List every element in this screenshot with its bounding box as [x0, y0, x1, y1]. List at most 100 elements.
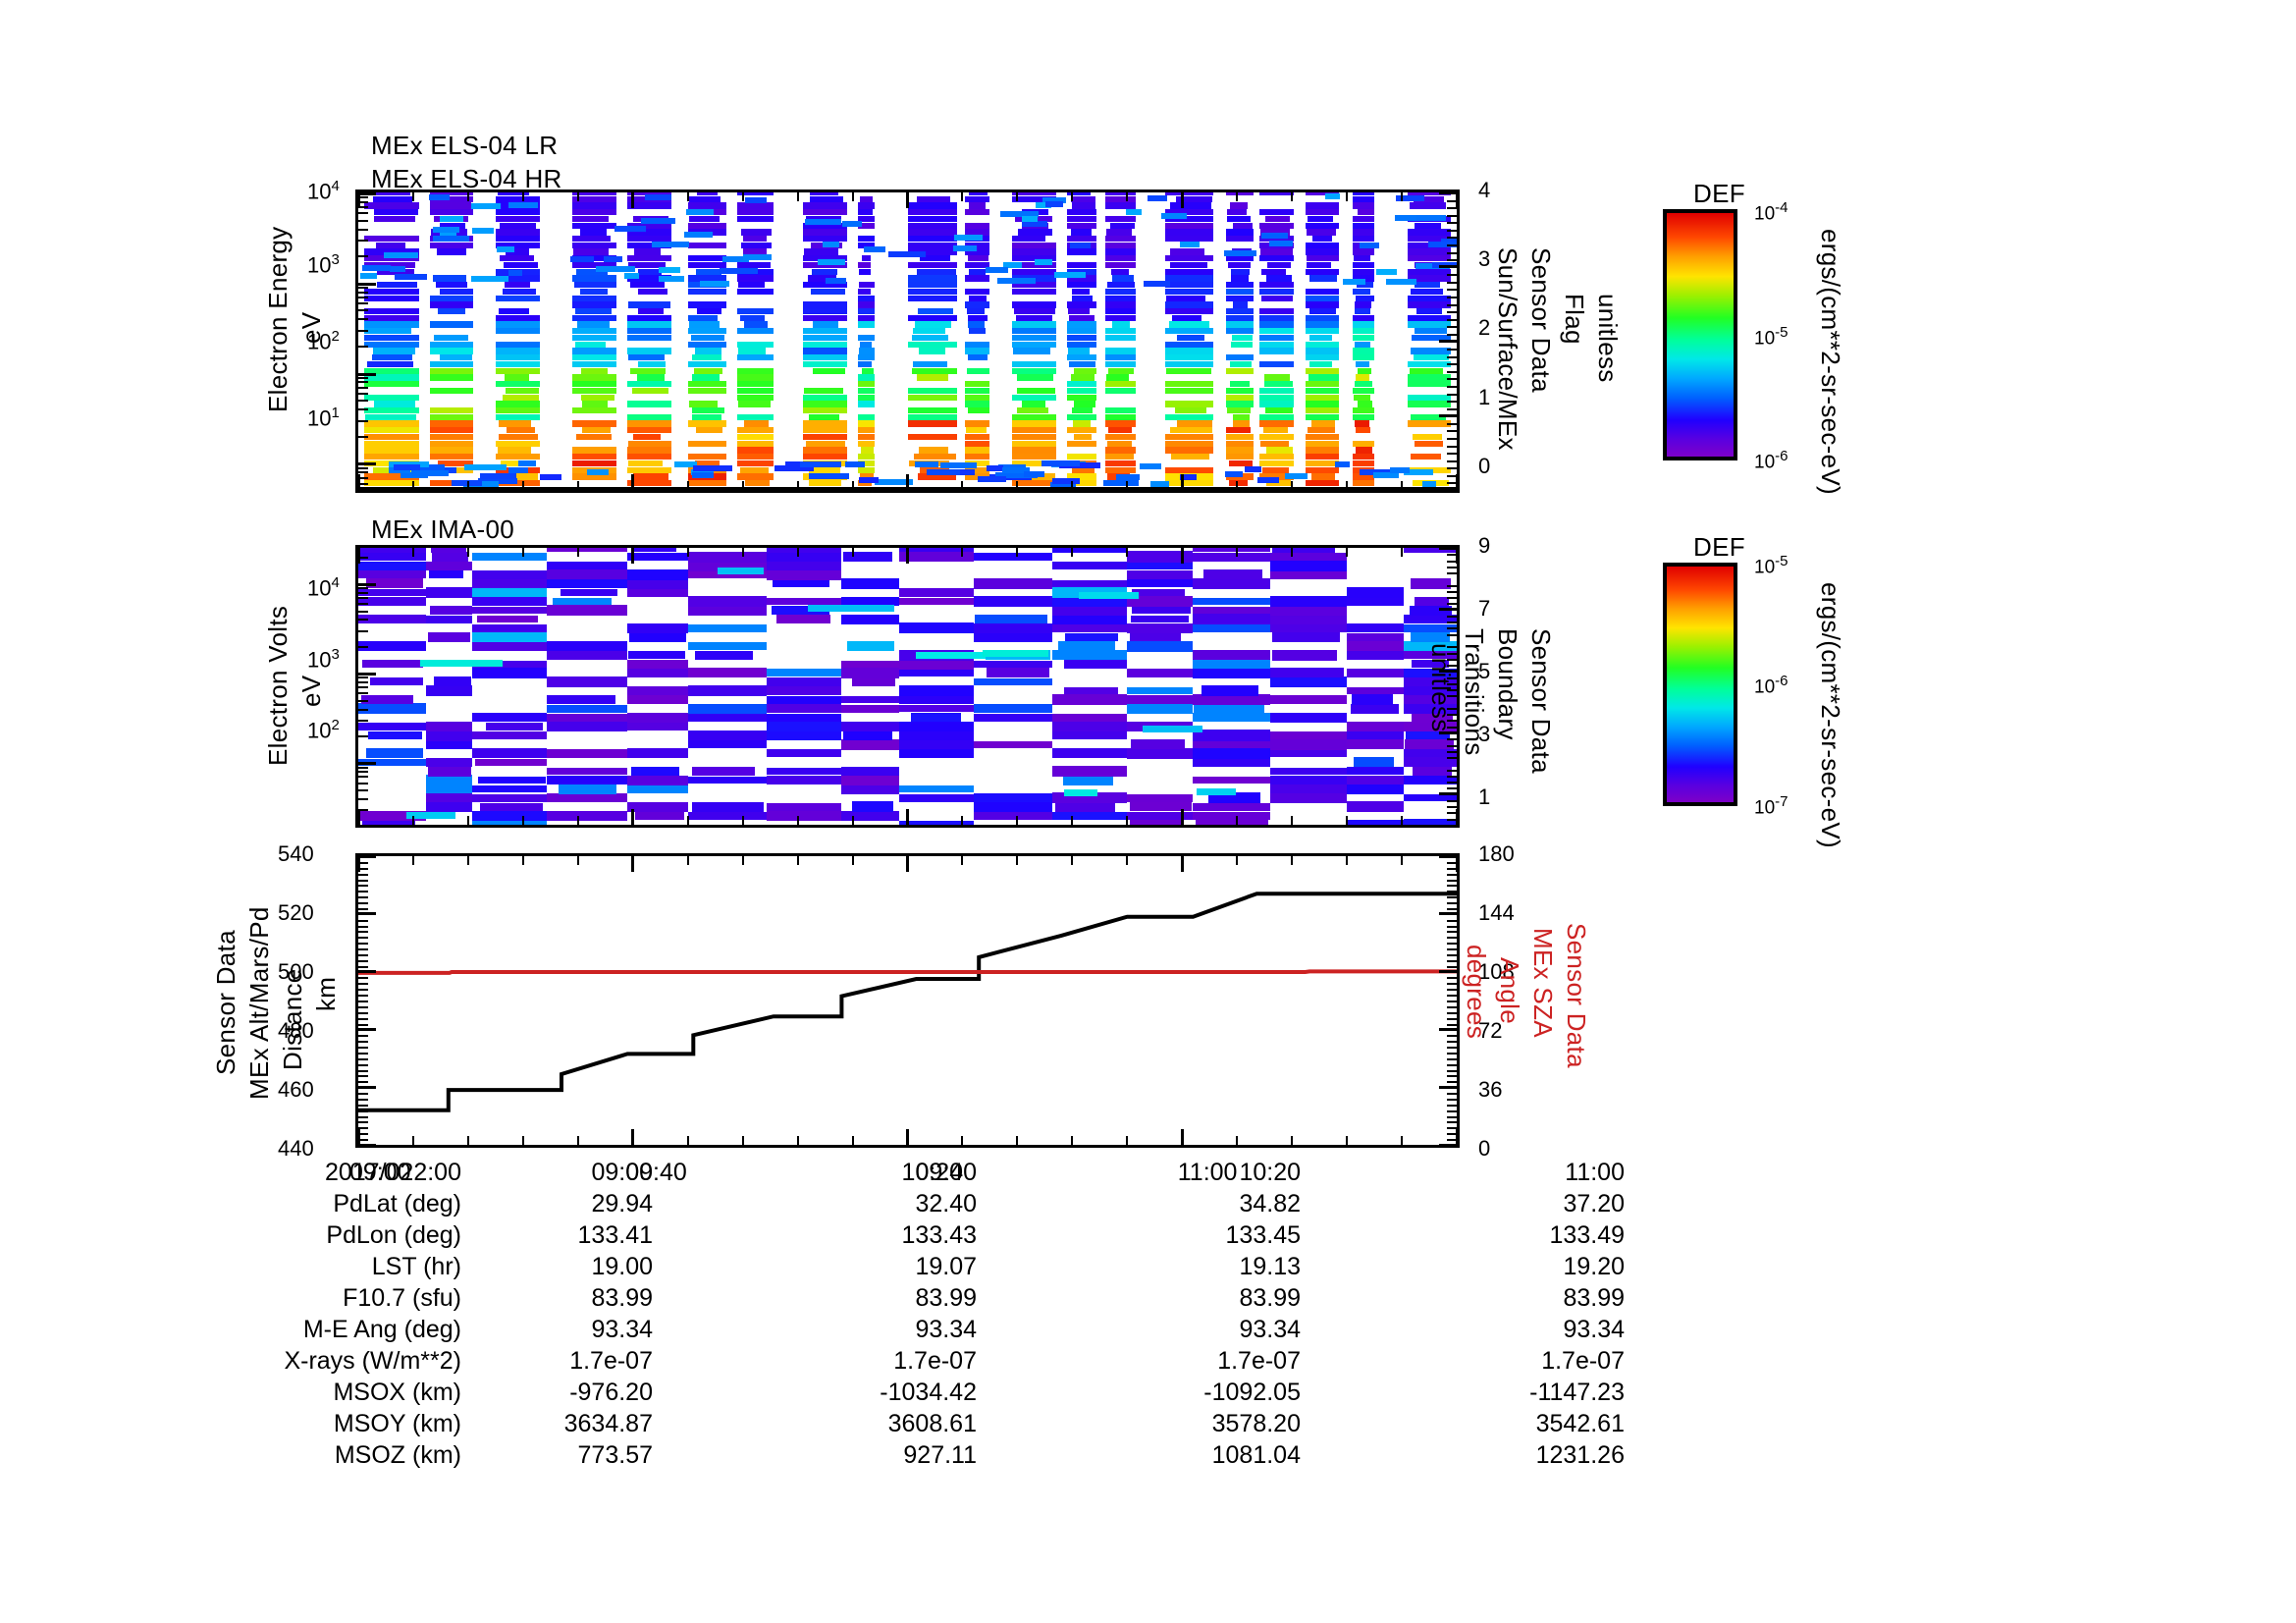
- spectrogram-low-energy-dash: [1372, 471, 1399, 478]
- ima-cyan-accent: [808, 604, 894, 612]
- table-cell: 1.7e-07: [569, 1347, 653, 1375]
- spectrogram-low-energy-dash: [690, 469, 714, 476]
- spectrogram-high-energy-dash: [1035, 259, 1053, 266]
- spectrogram-high-energy-dash: [390, 265, 406, 272]
- spectrogram-column: [1258, 192, 1295, 490]
- table-cell: 11:00: [1565, 1159, 1625, 1186]
- xaxis-tick-1020: 10:20: [901, 1159, 964, 1186]
- spectrogram-high-energy-dash: [1161, 213, 1187, 220]
- colorbar1: [1663, 209, 1737, 460]
- spectrogram-high-energy-dash: [383, 251, 419, 258]
- table-row-label: MSOX (km): [333, 1379, 461, 1406]
- panel1-spectrogram[interactable]: [355, 189, 1460, 493]
- panel3-ylabel-line2: MEx Alt/Mars/Pd: [244, 906, 274, 1100]
- table-cell: 133.41: [577, 1221, 653, 1249]
- spectrogram-high-energy-dash: [1223, 249, 1256, 256]
- table-row-label: X-rays (W/m**2): [284, 1347, 461, 1375]
- table-cell: 34.82: [1239, 1190, 1301, 1217]
- table-cell: 19.07: [915, 1253, 977, 1280]
- spectrogram-high-energy-dash: [686, 209, 714, 216]
- spectrogram-high-energy-dash: [1343, 278, 1366, 285]
- spectrogram-high-energy-dash: [507, 270, 522, 277]
- ima-spectrogram-column: [1052, 548, 1128, 825]
- panel2-rtick-9: 9: [1478, 533, 1491, 558]
- panel2-ytick-1e3: 103: [307, 646, 340, 673]
- table-cell: 93.34: [915, 1316, 977, 1343]
- spectrogram-low-energy-dash: [858, 476, 880, 483]
- spectrogram-high-energy-dash: [395, 273, 428, 280]
- spectrogram-high-energy-dash: [640, 218, 676, 225]
- table-cell: -1147.23: [1529, 1379, 1625, 1406]
- spectrogram-high-energy-dash: [997, 277, 1036, 284]
- table-cell: 83.99: [1563, 1284, 1625, 1312]
- spectrogram-high-energy-dash: [471, 227, 494, 234]
- panel3-ylabel-line4: km: [311, 976, 341, 1011]
- xaxis-tick-0900: 09:00: [349, 1159, 411, 1186]
- spectrogram-column: [1066, 192, 1096, 490]
- colorbar1-tick-min: 10-6: [1754, 448, 1789, 473]
- spectrogram-high-energy-dash: [432, 227, 460, 234]
- panel1-right-label-line4: unitless: [1593, 294, 1623, 383]
- ima-spectrogram-column: [687, 548, 768, 825]
- panel2-rtick-5: 5: [1478, 659, 1491, 683]
- spectrogram-low-energy-dash: [587, 468, 610, 475]
- table-cell: 3608.61: [887, 1410, 977, 1437]
- panel1-rtick-0: 0: [1478, 454, 1491, 478]
- spectrogram-high-energy-dash: [1021, 220, 1047, 227]
- spectrogram-high-energy-dash: [471, 275, 509, 282]
- table-cell: 3542.61: [1535, 1410, 1625, 1437]
- spectrogram-high-energy-dash: [1260, 232, 1288, 239]
- panel3-ytick-520: 520: [278, 900, 314, 925]
- ima-spectrogram-column: [1404, 548, 1457, 825]
- spectrogram-low-energy-dash: [1284, 472, 1308, 479]
- spectrogram-low-energy-dash: [808, 472, 849, 479]
- table-cell: 1.7e-07: [1217, 1347, 1301, 1375]
- table-cell: 1081.04: [1211, 1441, 1301, 1469]
- spectrogram-high-energy-dash: [359, 272, 377, 279]
- spectrogram-high-energy-dash: [1375, 269, 1397, 276]
- spectrogram-low-energy-dash: [1403, 468, 1434, 475]
- spectrogram-low-energy-dash: [1389, 467, 1410, 474]
- panel1-right-label-line2: Sun/Surface/MEx: [1493, 247, 1522, 451]
- spectrogram-low-energy-dash: [875, 479, 914, 486]
- spectrogram-column: [964, 192, 990, 490]
- spectrogram-low-energy-dash: [799, 460, 841, 467]
- table-cell: 93.34: [591, 1316, 653, 1343]
- spectrogram-low-energy-dash: [479, 473, 517, 480]
- table-cell: 19.13: [1239, 1253, 1301, 1280]
- table-cell: 37.20: [1563, 1190, 1625, 1217]
- spectrogram-high-energy-dash: [1268, 240, 1294, 246]
- spectrogram-high-energy-dash: [1359, 243, 1380, 249]
- panel2-spectrogram[interactable]: [355, 545, 1460, 828]
- spectrogram-low-energy-dash: [978, 475, 1006, 482]
- panel3-line-plot[interactable]: [355, 853, 1460, 1148]
- ima-cyan-accent: [983, 649, 1049, 657]
- table-cell: 1.7e-07: [1541, 1347, 1625, 1375]
- spectrogram-high-energy-dash: [953, 234, 984, 241]
- table-cell: 32.40: [915, 1190, 977, 1217]
- spectrogram-high-energy-dash: [507, 202, 538, 209]
- table-row: 2017/022:00 09:00 09:40 10:20 11:00: [177, 1159, 1625, 1190]
- panel2-ytick-1e4: 104: [307, 574, 340, 601]
- colorbar2-tick-min: 10-7: [1754, 793, 1789, 819]
- ima-cyan-accent: [718, 568, 765, 575]
- spectrogram-low-energy-dash: [1049, 481, 1077, 488]
- table-row: X-rays (W/m**2) 1.7e-07 1.7e-07 1.7e-07 1.7e…: [177, 1347, 1625, 1379]
- table-cell: 1231.26: [1535, 1441, 1625, 1469]
- panel2-right-label-line3: Transitions: [1460, 628, 1489, 756]
- spectrogram-high-energy-dash: [1395, 195, 1425, 202]
- table-cell: 83.99: [915, 1284, 977, 1312]
- spectrogram-high-energy-dash: [614, 225, 647, 232]
- ima-cyan-accent: [406, 812, 456, 820]
- spectrogram-high-energy-dash: [658, 266, 681, 273]
- spectrogram-high-energy-dash: [804, 218, 841, 225]
- spectrogram-high-energy-dash: [440, 231, 456, 238]
- ima-spectrogram-column: [627, 548, 688, 825]
- spectrogram-low-energy-dash: [774, 465, 815, 472]
- table-cell: 3578.20: [1211, 1410, 1301, 1437]
- table-cell: 1.7e-07: [893, 1347, 977, 1375]
- table-cell: 29.94: [591, 1190, 653, 1217]
- spectrogram-high-energy-dash: [745, 197, 768, 204]
- spectrogram-column: [1104, 192, 1137, 490]
- spectrogram-low-energy-dash: [927, 468, 960, 475]
